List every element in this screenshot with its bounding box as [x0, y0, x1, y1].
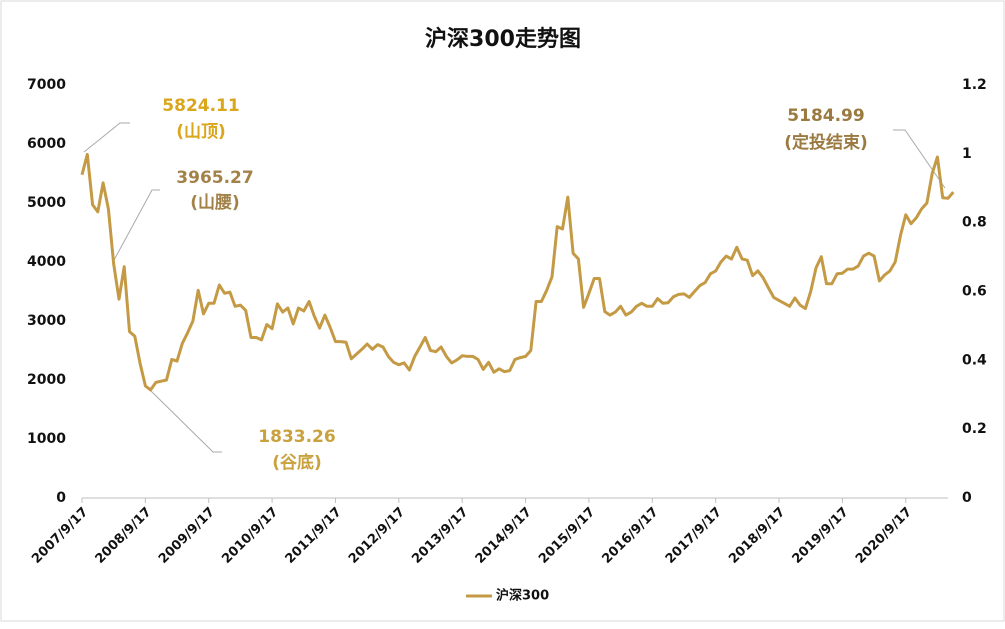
- leader-line: [893, 129, 946, 189]
- annotation-value: 3965.27: [176, 168, 253, 188]
- y-tick-label: 7000: [27, 77, 66, 93]
- annotation-value: 5824.11: [162, 96, 239, 116]
- y2-tick-label: 1: [962, 146, 972, 162]
- line-series: [80, 152, 955, 392]
- y-tick-label: 2000: [27, 372, 66, 388]
- annotation-value: 1833.26: [258, 427, 335, 447]
- annotation-note: (谷底): [272, 452, 322, 473]
- y-tick-label: 3000: [27, 313, 66, 329]
- leader-line: [149, 389, 222, 453]
- annotation-note: (山腰): [190, 193, 240, 213]
- leader-line: [83, 122, 130, 153]
- annotation-note: (山顶): [176, 122, 226, 142]
- annotation-note: (定投结束): [784, 132, 868, 153]
- y2-tick-label: 0.8: [962, 215, 987, 231]
- leader-lines: [83, 122, 946, 453]
- y-tick-label: 5000: [27, 195, 66, 211]
- y2-tick-label: 0.2: [962, 421, 987, 437]
- y2-tick-label: 0.4: [962, 352, 987, 368]
- annotation-value: 5184.99: [787, 106, 864, 126]
- y2-tick-label: 1.2: [962, 77, 987, 93]
- y-tick-label: 4000: [27, 254, 66, 270]
- y-tick-label: 0: [56, 490, 66, 506]
- leader-line: [112, 189, 160, 263]
- y-tick-label: 6000: [27, 136, 66, 152]
- chart-title: 沪深300走势图: [425, 26, 581, 52]
- legend-label: 沪深300: [496, 588, 549, 604]
- y2-tick-label: 0.6: [962, 284, 987, 300]
- y-tick-label: 1000: [27, 431, 66, 447]
- y2-tick-label: 0: [962, 490, 972, 506]
